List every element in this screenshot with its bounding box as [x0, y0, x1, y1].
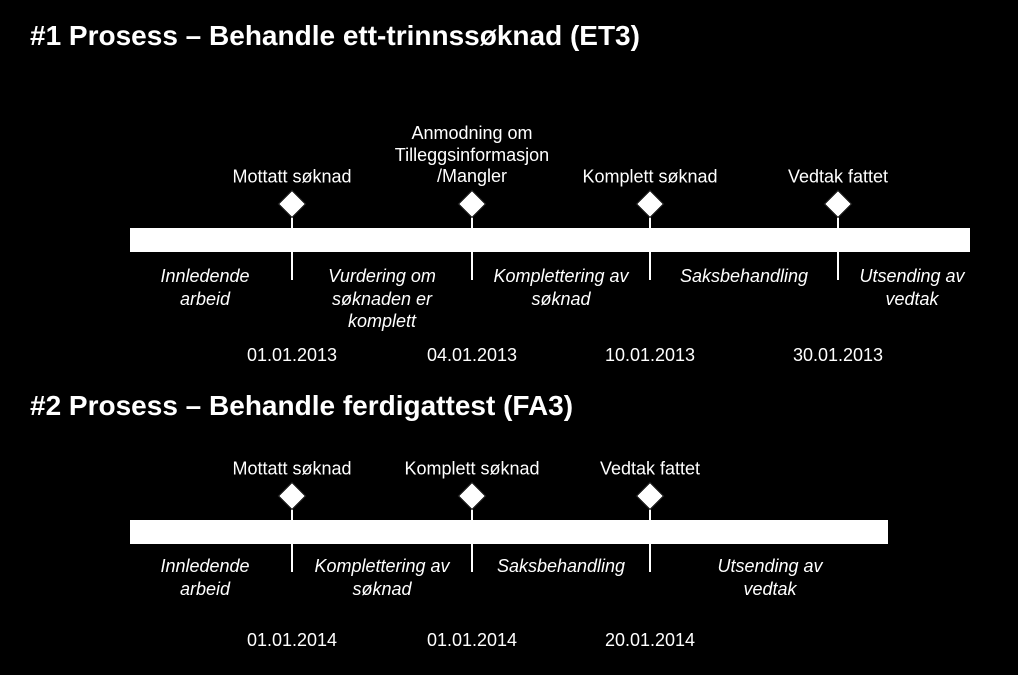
milestone-diamond [636, 190, 664, 218]
tick-below [471, 544, 473, 572]
tick-below [471, 252, 473, 280]
milestone-date: 20.01.2014 [605, 630, 695, 651]
milestone-diamond [636, 482, 664, 510]
tick-below [649, 544, 651, 572]
tick-below [291, 544, 293, 572]
milestone-date: 10.01.2013 [605, 345, 695, 366]
phase-label: Vurdering omsøknaden erkomplett [328, 265, 436, 333]
timeline-bar-1 [130, 228, 970, 252]
milestone-label: Komplett søknad [582, 166, 717, 188]
phase-label: Utsending avvedtak [717, 555, 822, 600]
milestone-date: 04.01.2013 [427, 345, 517, 366]
milestone-diamond [458, 190, 486, 218]
phase-label: Komplettering avsøknad [493, 265, 628, 310]
milestone-label: Vedtak fattet [788, 166, 888, 188]
milestone-diamond [824, 190, 852, 218]
phase-label: Komplettering avsøknad [314, 555, 449, 600]
milestone-date: 01.01.2013 [247, 345, 337, 366]
timeline-bar-2 [130, 520, 888, 544]
phase-label: Utsending avvedtak [859, 265, 964, 310]
milestone-diamond [278, 482, 306, 510]
phase-label: Saksbehandling [497, 555, 625, 578]
milestone-date: 30.01.2013 [793, 345, 883, 366]
tick-below [837, 252, 839, 280]
milestone-label: Mottatt søknad [232, 458, 351, 480]
milestone-date: 01.01.2014 [427, 630, 517, 651]
milestone-label: Mottatt søknad [232, 166, 351, 188]
tick-below [291, 252, 293, 280]
process-title-2: #2 Prosess – Behandle ferdigattest (FA3) [30, 390, 573, 422]
milestone-date: 01.01.2014 [247, 630, 337, 651]
phase-label: Innledendearbeid [160, 265, 249, 310]
phase-label: Innledendearbeid [160, 555, 249, 600]
process-title-1: #1 Prosess – Behandle ett-trinnssøknad (… [30, 20, 640, 52]
phase-label: Saksbehandling [680, 265, 808, 288]
milestone-label: Anmodning omTilleggsinformasjon/Mangler [395, 123, 549, 188]
milestone-label: Komplett søknad [404, 458, 539, 480]
milestone-label: Vedtak fattet [600, 458, 700, 480]
milestone-diamond [278, 190, 306, 218]
tick-below [649, 252, 651, 280]
milestone-diamond [458, 482, 486, 510]
